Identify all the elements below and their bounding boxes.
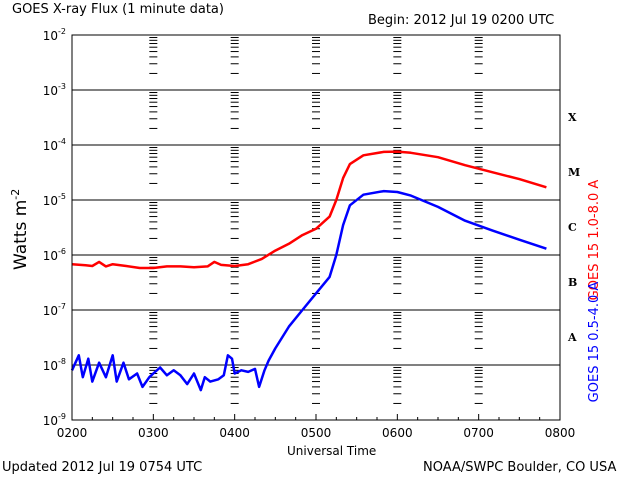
legend-short-channel: GOES 15 0.5-4.0 A: [587, 282, 602, 403]
y-tick-label: 10-6: [43, 247, 66, 263]
flare-class-label: A: [567, 331, 577, 344]
flare-class-label: M: [568, 166, 580, 179]
y-tick-label: 10-5: [43, 192, 66, 208]
credit-text: NOAA/SWPC Boulder, CO USA: [423, 460, 617, 475]
series-line-short: [70, 189, 547, 392]
series-lines: [70, 150, 547, 392]
flare-class-label: B: [568, 276, 577, 289]
y-tick-label: 10-7: [43, 302, 66, 318]
x-tick-label: 0700: [463, 426, 494, 440]
x-tick-label: 0300: [138, 426, 169, 440]
y-tick-label: 10-4: [43, 137, 66, 153]
begin-time: Begin: 2012 Jul 19 0200 UTC: [368, 13, 555, 28]
y-tick-label: 10-2: [43, 27, 66, 43]
x-tick-label: 0600: [382, 426, 413, 440]
x-axis-label: Universal Time: [287, 444, 376, 458]
y-tick-label: 10-9: [43, 412, 66, 428]
flare-class-label: C: [568, 221, 577, 234]
y-tick-label: 10-3: [43, 82, 66, 98]
x-tick-label: 0200: [57, 426, 88, 440]
chart-title: GOES X-ray Flux (1 minute data): [12, 2, 224, 17]
y-tick-label: 10-8: [43, 357, 66, 373]
flare-class-label: X: [568, 111, 577, 124]
updated-time: Updated 2012 Jul 19 0754 UTC: [2, 460, 203, 475]
x-tick-label: 0500: [301, 426, 332, 440]
x-tick-label: 0400: [219, 426, 250, 440]
series-line-long: [71, 150, 547, 270]
y-axis-label: Watts m-2: [9, 189, 31, 270]
x-tick-label: 0800: [545, 426, 576, 440]
legend-long-channel: GOES 15 1.0-8.0 A: [587, 180, 602, 301]
